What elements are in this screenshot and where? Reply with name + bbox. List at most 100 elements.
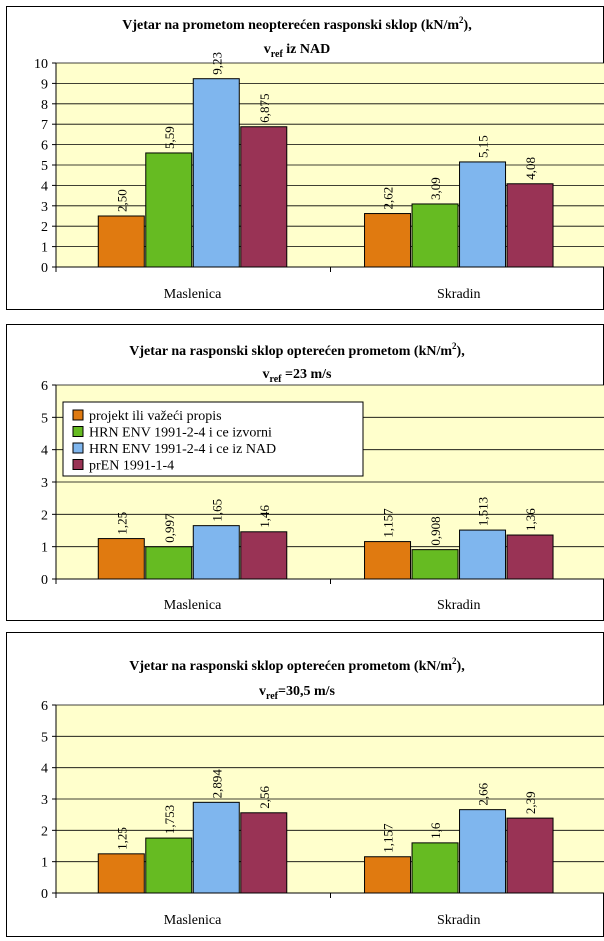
y-tick-label: 3 [41, 476, 48, 491]
bar-value-label: 1,25 [114, 827, 129, 850]
y-tick-label: 9 [41, 77, 48, 92]
bar [459, 529, 507, 580]
y-tick-label: 3 [41, 200, 48, 215]
bar [506, 183, 554, 268]
bar-value-label: 5,15 [476, 135, 491, 158]
y-tick-label: 0 [41, 261, 48, 276]
bar [411, 842, 459, 894]
y-tick-label: 1 [41, 241, 48, 256]
y-tick-label: 0 [41, 887, 48, 902]
bar-value-label: 1,513 [476, 497, 491, 526]
bar [240, 812, 288, 894]
bar [364, 213, 412, 268]
category-label: Maslenica [164, 598, 222, 613]
y-tick-label: 7 [41, 118, 48, 133]
bar-value-label: 1,25 [114, 512, 129, 535]
bar [411, 203, 459, 268]
bar-value-label: 0,997 [162, 513, 177, 543]
chart-subtitle-subscript: ref [269, 374, 282, 385]
chart-title-end: ), [457, 659, 465, 674]
y-tick-label: 8 [41, 98, 48, 113]
bar [506, 817, 554, 894]
bar [145, 546, 193, 580]
legend-swatch [72, 442, 84, 454]
bar-value-label: 1,6 [428, 822, 443, 839]
bar-value-label: 1,36 [523, 508, 538, 531]
y-tick-label: 2 [41, 508, 48, 523]
chart-title-superscript: 2 [452, 656, 457, 666]
bar [97, 215, 145, 268]
category-label: Skradin [437, 287, 481, 302]
chart-subtitle-v: v [259, 684, 266, 699]
y-tick-label: 6 [41, 379, 48, 394]
y-tick-label: 4 [41, 444, 48, 459]
chart-title: Vjetar na rasponski sklop opterećen prom… [129, 656, 464, 674]
y-tick-label: 4 [41, 762, 48, 777]
chart-title-superscript: 2 [459, 15, 464, 25]
bar-value-label: 1,46 [257, 505, 272, 528]
bar-value-label: 1,157 [381, 508, 396, 538]
chart-title: Vjetar na rasponski sklop opterećen prom… [129, 341, 464, 359]
chart-subtitle-rest: =30,5 m/s [278, 684, 336, 699]
y-tick-label: 3 [41, 793, 48, 808]
chart-panel-2: 0 1 2 3 4 5 6 1,25 0,997 1,65 1,46 Maslenica 1,157 0,… [6, 324, 604, 621]
y-tick-label: 5 [41, 159, 48, 174]
chart-subtitle-v: v [264, 42, 271, 57]
chart-subtitle: vref =23 m/s [262, 367, 332, 385]
bar-value-label: 2,56 [257, 786, 272, 809]
bar [145, 152, 193, 268]
bar [411, 549, 459, 580]
legend-box [62, 401, 364, 477]
y-tick-label: 5 [41, 411, 48, 426]
legend-label: projekt ili važeći propis [89, 409, 222, 424]
chart-subtitle: vref=30,5 m/s [259, 684, 336, 702]
bar [192, 78, 240, 268]
bar [364, 856, 412, 894]
bar-value-label: 6,875 [257, 94, 272, 123]
chart-title-end: ), [464, 18, 472, 33]
bar-value-label: 2,66 [476, 782, 491, 805]
chart-panel-1: 0 1 2 3 4 5 6 7 8 9 10 2,50 5,59 9,23 6,875 Maslenica 2,… [6, 6, 604, 310]
bar [364, 541, 412, 580]
category-label: Maslenica [164, 913, 222, 928]
chart-title-main: Vjetar na rasponski sklop opterećen prom… [129, 659, 452, 674]
chart-2: 0 1 2 3 4 5 6 1,25 0,997 1,65 1,46 Maslenica 1,157 0,… [41, 341, 604, 613]
bar [506, 534, 554, 580]
bar-value-label: 1,157 [381, 823, 396, 853]
bar [192, 525, 240, 580]
bar-value-label: 1,65 [209, 499, 224, 522]
bar-value-label: 9,23 [209, 52, 224, 75]
chart-title: Vjetar na prometom neopterećen rasponski… [122, 15, 471, 33]
legend-label: HRN ENV 1991-2-4 i ce izvorni [89, 426, 272, 441]
chart-subtitle: vref iz NAD [264, 42, 330, 60]
bar-value-label: 4,08 [523, 157, 538, 180]
y-tick-label: 6 [41, 139, 48, 154]
bar [97, 853, 145, 894]
bar-value-label: 2,39 [523, 791, 538, 814]
legend-swatch [72, 459, 84, 470]
chart-3: 0 1 2 3 4 5 6 1,25 1,753 2,894 2,56 Maslenica 1,157 1… [41, 656, 604, 928]
y-tick-label: 5 [41, 730, 48, 745]
chart-title-end: ), [457, 344, 465, 359]
bar-value-label: 2,894 [209, 769, 224, 799]
bar [97, 538, 145, 580]
category-label: Skradin [437, 598, 481, 613]
bar [145, 837, 193, 894]
y-tick-label: 10 [34, 57, 48, 72]
chart-subtitle-subscript: ref [266, 691, 279, 702]
bar-value-label: 5,59 [162, 126, 177, 149]
y-tick-label: 2 [41, 220, 48, 235]
bar-value-label: 3,09 [428, 177, 443, 200]
bar [459, 809, 507, 894]
y-tick-label: 1 [41, 541, 48, 556]
category-label: Maslenica [164, 287, 222, 302]
chart-title-main: Vjetar na rasponski sklop opterećen prom… [129, 344, 452, 359]
chart-title-main: Vjetar na prometom neopterećen rasponski… [122, 18, 459, 33]
chart-title-superscript: 2 [452, 341, 457, 351]
bar-value-label: 0,908 [428, 516, 443, 545]
y-tick-label: 2 [41, 824, 48, 839]
chart-subtitle-v: v [262, 367, 269, 382]
bar-value-label: 1,753 [162, 805, 177, 834]
bar [459, 161, 507, 268]
category-label: Skradin [437, 913, 481, 928]
